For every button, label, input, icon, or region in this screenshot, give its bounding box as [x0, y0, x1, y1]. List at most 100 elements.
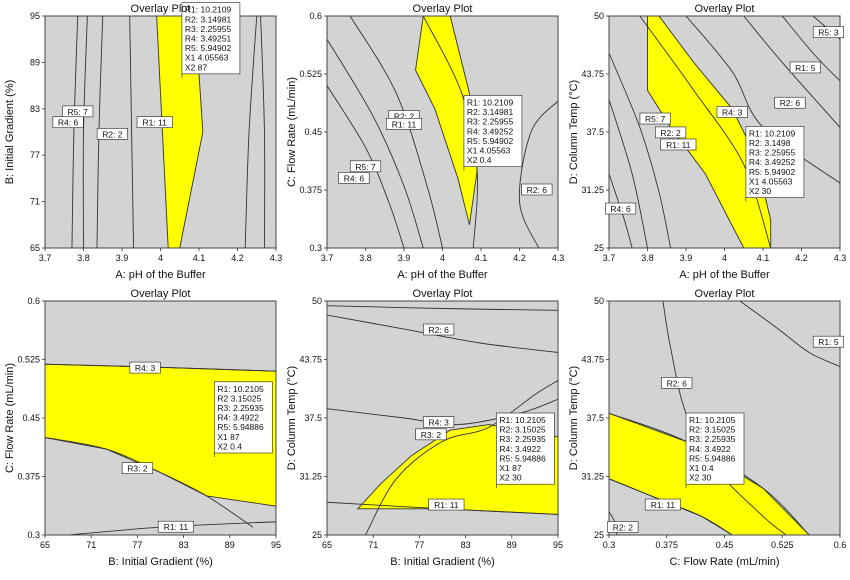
flag-box — [685, 412, 745, 485]
flag-line-text: R3: 2.25935 — [689, 434, 736, 444]
contour-label-box — [812, 335, 845, 348]
contour-label-box — [655, 126, 687, 139]
flag-line-text: X2 87 — [185, 62, 207, 72]
contour-label: R2: 6 — [780, 98, 801, 108]
plot-title: Overlay Plot — [413, 288, 473, 300]
flag-line-text: X2 30 — [689, 473, 711, 483]
x-tick-label: 3.7 — [39, 253, 52, 263]
y-tick-label: 37.5 — [304, 413, 322, 423]
contour-label: R4: 6 — [344, 173, 365, 183]
x-tick-label: 3.9 — [116, 253, 129, 263]
y-tick-label: 0.6 — [27, 296, 40, 306]
contour-label-box — [521, 183, 553, 196]
flag-line-text: R3: 2.25955 — [467, 117, 514, 127]
contour-label: R2: 6 — [428, 325, 449, 335]
y-tick-label: 25 — [594, 530, 604, 540]
x-axis-label: A: pH of the Buffer — [115, 269, 206, 281]
contour-label: R4: 3 — [428, 418, 449, 428]
y-tick-label: 0.375 — [17, 472, 40, 482]
x-tick-label: 77 — [132, 540, 142, 550]
flag-line-text: R4: 3.4922 — [689, 444, 731, 454]
contour-label: R1: 5 — [795, 63, 816, 73]
x-tick-label: 95 — [271, 540, 281, 550]
contour-label: R1: 11 — [392, 119, 417, 129]
contour-line — [71, 16, 79, 248]
y-tick-label: 0.525 — [17, 355, 40, 365]
flag-line-text: R1: 10.2109 — [185, 5, 232, 15]
flag-box — [745, 126, 805, 198]
flag-line-text: R4: 3.4922 — [499, 444, 541, 454]
flag-line-text: R3: 2.25935 — [217, 403, 264, 413]
x-tick-label: 4.2 — [513, 253, 526, 263]
contour-label-box — [644, 498, 681, 511]
contour-line — [365, 380, 558, 535]
contour-line — [260, 16, 266, 248]
y-axis-label: D: Column Temp (°C) — [286, 366, 298, 470]
x-tick-label: 65 — [40, 540, 50, 550]
flag-box — [214, 381, 273, 454]
contour-label-box — [157, 520, 194, 533]
flag-line-text: R5: 5.94902 — [467, 136, 514, 146]
contour-label: R4: 6 — [58, 118, 79, 128]
x-tick-label: 4 — [158, 253, 163, 263]
contour-label: R3: 2 — [127, 464, 148, 474]
x-tick-label: 4.3 — [552, 253, 565, 263]
x-tick-label: 77 — [414, 540, 424, 550]
y-tick-label: 65 — [30, 243, 40, 253]
y-tick-label: 37.5 — [586, 413, 604, 423]
contour-line — [609, 173, 633, 248]
x-tick-label: 0.6 — [834, 540, 847, 550]
contour-line — [45, 437, 254, 528]
contour-line — [129, 16, 134, 248]
flag-line-text: R5: 5.94886 — [217, 422, 264, 432]
flag-line-text: X1 4.05563 — [185, 53, 229, 63]
flag-box — [181, 2, 241, 75]
x-tick-label: 3.9 — [680, 253, 693, 263]
contour-label-box — [789, 61, 821, 74]
y-tick-label: 77 — [30, 150, 40, 160]
contour-label: R1: 11 — [651, 500, 676, 510]
x-tick-label: 3.8 — [77, 253, 90, 263]
y-tick-label: 31.25 — [581, 185, 604, 195]
feasible-region — [415, 16, 478, 225]
contour-label-box — [716, 106, 748, 118]
contour-label: R1: 11 — [164, 522, 189, 532]
contour-label: R1: 11 — [434, 500, 459, 510]
x-axis-label: A: pH of the Buffer — [397, 269, 488, 281]
y-tick-label: 25 — [312, 530, 322, 540]
plot-title: Overlay Plot — [413, 3, 473, 15]
contour-line — [349, 16, 443, 248]
x-tick-label: 83 — [461, 540, 471, 550]
y-tick-label: 50 — [312, 296, 322, 306]
flag-box — [463, 95, 523, 167]
contour-label: R1: 11 — [666, 140, 691, 150]
contour-label: R5: 3 — [818, 28, 839, 38]
y-axis-label: C: Flow Rate (mL/min) — [286, 77, 298, 187]
x-tick-label: 4.3 — [270, 253, 283, 263]
contour-label-box — [52, 116, 84, 129]
x-tick-label: 4.3 — [834, 253, 847, 263]
x-tick-label: 4 — [722, 253, 727, 263]
flag-line-text: R1: 10.2105 — [689, 415, 736, 425]
contour-label: R2: 6 — [667, 378, 688, 388]
contour-label: R5: 7 — [645, 114, 666, 124]
contour-label-box — [661, 377, 693, 389]
contour-line — [743, 16, 840, 128]
flag-line-text: R5: 5.94886 — [689, 453, 736, 463]
y-tick-label: 31.25 — [581, 472, 604, 482]
y-tick-label: 50 — [594, 296, 604, 306]
flag-line-text: R2: 3.14981 — [467, 107, 514, 117]
x-tick-label: 4.2 — [795, 253, 808, 263]
contour-line — [327, 398, 558, 426]
contour-line — [244, 16, 258, 248]
flag-line-text: R5: 5.94886 — [499, 453, 546, 463]
contour-label-box — [121, 462, 153, 475]
flag-line-text: R1: 10.2105 — [499, 415, 546, 425]
contour-label-box — [423, 416, 455, 428]
flag-line-text: X1 0.4 — [689, 463, 714, 473]
flag-line-text: R4: 3.49252 — [749, 157, 796, 167]
chart-p3: R5: 3 R1: 5 R2: 6 R4: 3 R5: 7 R2: 2 R1: 11 R4: … — [568, 3, 846, 281]
flag-box — [496, 412, 555, 485]
x-tick-label: 4.1 — [193, 253, 206, 263]
